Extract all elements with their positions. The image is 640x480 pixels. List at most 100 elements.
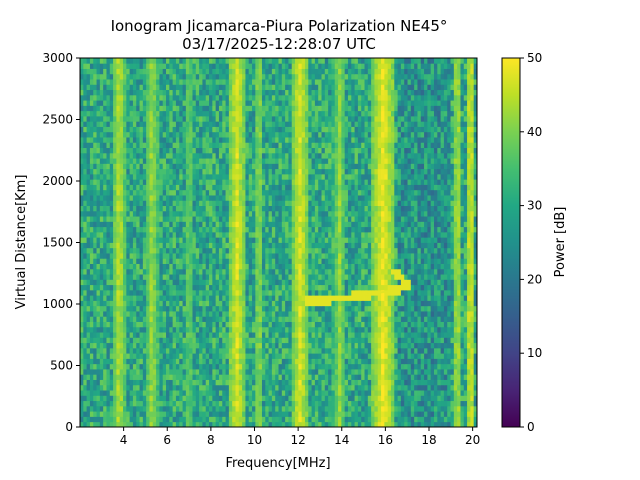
heatmap-cell [232, 379, 236, 386]
heatmap-cell [166, 311, 170, 317]
heatmap-cell [109, 405, 114, 412]
heatmap-cell [301, 305, 306, 312]
heatmap-cell [295, 300, 299, 307]
heatmap-cell [202, 400, 207, 407]
heatmap-cell [460, 237, 465, 243]
heatmap-cell [467, 416, 471, 423]
heatmap-cell [106, 242, 111, 249]
heatmap-cell [225, 358, 230, 365]
heatmap-cell [291, 411, 296, 417]
heatmap-cell [361, 210, 365, 217]
heatmap-cell [410, 347, 415, 354]
heatmap-cell [295, 279, 299, 286]
heatmap-cell [338, 347, 342, 354]
heatmap-cell [354, 284, 359, 291]
heatmap-cell [417, 289, 422, 296]
heatmap-cell [265, 347, 269, 354]
heatmap-cell [467, 268, 471, 275]
heatmap-cell [437, 242, 442, 249]
heatmap-cell [258, 279, 263, 286]
heatmap-cell [205, 231, 210, 238]
heatmap-cell [123, 358, 127, 365]
heatmap-cell [248, 379, 253, 386]
heatmap-cell [460, 379, 465, 386]
heatmap-cell [139, 379, 144, 386]
heatmap-cell [132, 384, 137, 391]
heatmap-cell [295, 321, 299, 328]
heatmap-cell [347, 247, 352, 254]
heatmap-cell [407, 374, 412, 380]
heatmap-cell [281, 411, 286, 417]
heatmap-cell [166, 411, 170, 417]
heatmap-cell [252, 416, 256, 423]
heatmap-cell [228, 421, 233, 428]
heatmap-cell [179, 384, 183, 391]
heatmap-cell [126, 295, 131, 301]
heatmap-cell [424, 374, 428, 380]
heatmap-cell [331, 416, 336, 423]
heatmap-cell [162, 258, 167, 264]
heatmap-cell [420, 305, 425, 312]
heatmap-cell [202, 390, 207, 396]
heatmap-cell [450, 395, 455, 402]
heatmap-cell [364, 342, 369, 349]
heatmap-cell [328, 205, 332, 212]
heatmap-cell [354, 279, 359, 286]
heatmap-cell [295, 384, 299, 391]
heatmap-cell [166, 321, 170, 328]
heatmap-cell [119, 253, 124, 259]
heatmap-cell [450, 258, 455, 264]
heatmap-cell [433, 363, 438, 370]
heatmap-cell [209, 253, 213, 259]
heatmap-cell [397, 231, 402, 238]
heatmap-cell [119, 263, 124, 270]
heatmap-cell [136, 268, 140, 275]
heatmap-cell [427, 405, 432, 412]
heatmap-cell [258, 237, 263, 243]
heatmap-cell [142, 279, 147, 286]
heatmap-cell [83, 289, 88, 296]
heatmap-cell [463, 321, 468, 328]
heatmap-cell [414, 226, 418, 233]
heatmap-cell [235, 416, 240, 423]
heatmap-cell [152, 395, 157, 402]
heatmap-cell [285, 353, 289, 359]
heatmap-cell [311, 358, 316, 365]
heatmap-cell [248, 268, 253, 275]
heatmap-cell [453, 242, 458, 249]
heatmap-cell [384, 268, 389, 275]
heatmap-cell [156, 237, 160, 243]
heatmap-cell [103, 390, 107, 396]
heatmap-cell [202, 405, 207, 412]
heatmap-cell [195, 216, 200, 222]
heatmap-cell [175, 263, 180, 270]
heatmap-cell [103, 369, 107, 375]
heatmap-cell [142, 416, 147, 423]
heatmap-cell [146, 311, 150, 317]
heatmap-cell [318, 237, 322, 243]
heatmap-cell [460, 247, 465, 254]
heatmap-cell [179, 263, 183, 270]
heatmap-cell [116, 263, 121, 270]
heatmap-cell [334, 274, 339, 280]
heatmap-cell [341, 311, 346, 317]
heatmap-cell [225, 311, 230, 317]
heatmap-cell [344, 231, 349, 238]
heatmap-cell [367, 316, 372, 322]
heatmap-cell [258, 289, 263, 296]
heatmap-cell [99, 379, 104, 386]
heatmap-cell [278, 258, 283, 264]
heatmap-cell [205, 400, 210, 407]
heatmap-cell [318, 226, 322, 233]
heatmap-cell [149, 258, 154, 264]
heatmap-cell [361, 231, 365, 238]
heatmap-cell [295, 332, 299, 338]
heatmap-cell [89, 374, 94, 380]
heatmap-cell [308, 416, 312, 423]
heatmap-cell [235, 253, 240, 259]
heatmap-cell [338, 253, 342, 259]
heatmap-cell [185, 326, 190, 333]
heatmap-cell [331, 321, 336, 328]
heatmap-cell [149, 347, 154, 354]
heatmap-cell [271, 321, 276, 328]
